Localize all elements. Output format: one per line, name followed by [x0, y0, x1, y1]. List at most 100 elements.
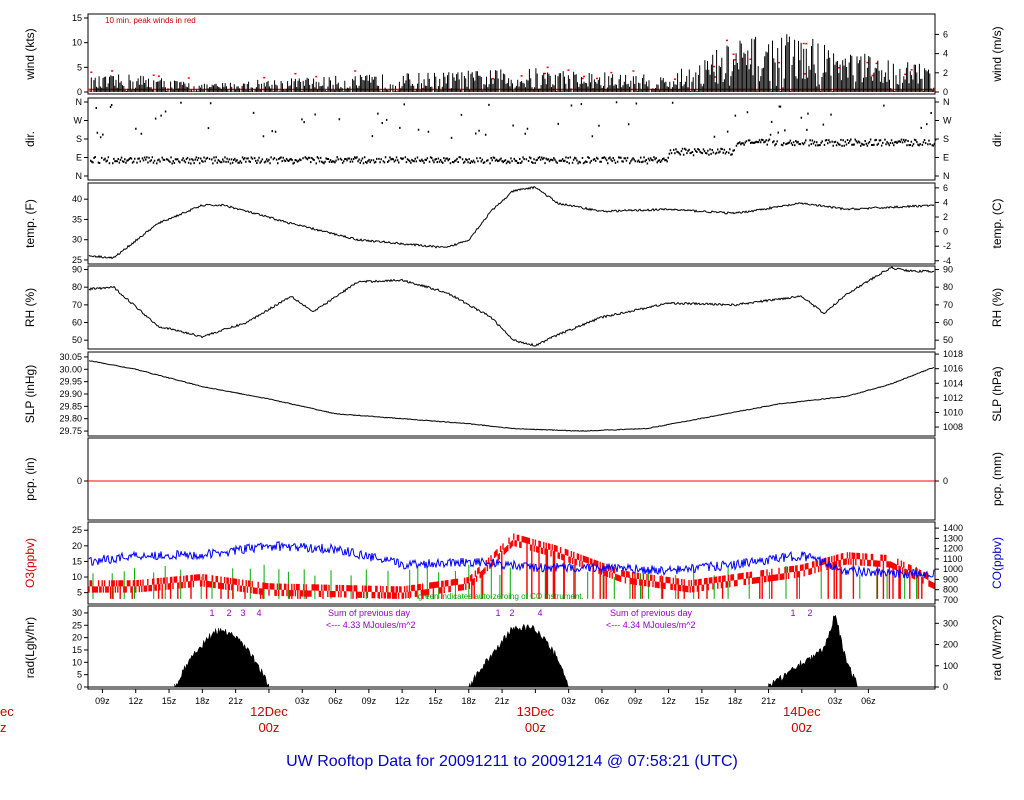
- panel-frame: [87, 265, 936, 350]
- tick-label: 5: [77, 588, 82, 598]
- tick-label: N: [76, 97, 83, 107]
- peak-marker: [492, 77, 494, 80]
- tick-label: 6: [943, 29, 948, 39]
- tick-label: W: [943, 116, 952, 126]
- peak-marker: [90, 71, 93, 74]
- rad-area-day3: [768, 614, 858, 688]
- peak-marker: [157, 75, 160, 77]
- rad-marker: 3: [240, 608, 245, 618]
- time-tick-label: 18z: [728, 696, 743, 706]
- tick-label: S: [76, 134, 82, 144]
- tick-label: 90: [943, 265, 953, 275]
- panel-o3co: O3(ppbv) CO(ppbv) 5 10 15 20 25 700800900100011…: [23, 521, 1004, 605]
- ylabel-left: pcp. (in): [23, 457, 37, 500]
- tick-label: 90: [72, 265, 82, 275]
- rad-area-day1: [174, 627, 270, 688]
- peak-marker: [866, 61, 869, 64]
- panel-frame: [87, 521, 936, 605]
- peak-marker: [544, 72, 546, 75]
- time-tick-label: 21z: [495, 696, 510, 706]
- time-tick-label: 03z: [295, 696, 310, 706]
- peak-marker: [567, 69, 570, 71]
- tick-label: -4: [943, 256, 951, 266]
- tick-label: N: [76, 171, 83, 181]
- rad-marker: 1: [790, 608, 795, 618]
- rad-marker: 4: [537, 608, 542, 618]
- tick-label: 0: [943, 87, 948, 97]
- ylabel-right: SLP (hPa): [990, 366, 1004, 421]
- peak-marker: [802, 42, 805, 45]
- peak-marker: [910, 69, 913, 71]
- peak-marker: [713, 65, 715, 68]
- peak-marker: [778, 61, 780, 64]
- tick-label: 4: [943, 49, 948, 59]
- peak-marker: [875, 62, 878, 65]
- tick-label: 0: [77, 476, 82, 486]
- time-tick-label: 18z: [462, 696, 477, 706]
- peak-marker: [520, 75, 523, 77]
- peak-marker: [904, 73, 907, 76]
- tick-label: 2: [943, 212, 948, 222]
- tick-label: 10: [72, 657, 82, 667]
- tick-label: 1100: [943, 554, 962, 564]
- tick-label: 80: [943, 282, 953, 292]
- tick-label: 29.80: [59, 414, 82, 424]
- tick-label: 10: [72, 572, 82, 582]
- tick-label: 200: [943, 640, 958, 650]
- tick-label: 20: [72, 633, 82, 643]
- peak-marker: [749, 58, 752, 61]
- tick-label: 25: [72, 525, 82, 535]
- tick-label: 0: [943, 682, 948, 692]
- rad-area-day2: [468, 623, 570, 688]
- peak-marker: [732, 53, 735, 55]
- time-tick-label: 03z: [828, 696, 843, 706]
- rad-marker: 4: [256, 608, 261, 618]
- day-label-fragment: ec: [0, 704, 14, 719]
- tick-label: 0: [77, 682, 82, 692]
- time-tick-label: 06z: [595, 696, 610, 706]
- tick-label: 50: [943, 335, 953, 345]
- rad-sum-label-2: Sum of previous day: [610, 608, 693, 618]
- page-title: UW Rooftop Data for 20091211 to 20091214…: [286, 753, 738, 770]
- o3-series: [88, 533, 935, 599]
- rad-marker: 2: [226, 608, 231, 618]
- panel-wind: wind (kts) wind (m/s) 0 5 10 15 0 2 4 6 10 min. pe…: [23, 13, 1004, 97]
- tick-label: 70: [943, 300, 953, 310]
- day-hour-label: 00z: [258, 720, 279, 735]
- tick-label: 1018: [943, 349, 963, 359]
- tick-label: 5: [77, 670, 82, 680]
- temp-series: [88, 185, 935, 260]
- time-tick-label: 06z: [861, 696, 876, 706]
- tick-label: 5: [77, 62, 82, 72]
- tick-label: 25: [72, 620, 82, 630]
- peak-marker: [674, 78, 676, 80]
- tick-label: 1000: [943, 564, 963, 574]
- time-tick-label: 09z: [628, 696, 643, 706]
- tick-label: 1008: [943, 422, 963, 432]
- time-tick-label: 18z: [195, 696, 210, 706]
- panel-frame: [87, 351, 936, 437]
- panel-frame: [87, 437, 936, 521]
- tick-label: 15: [72, 645, 82, 655]
- peak-marker: [315, 75, 318, 78]
- tick-label: 300: [943, 618, 958, 628]
- time-tick-label: 21z: [228, 696, 243, 706]
- tick-label: 1010: [943, 407, 963, 417]
- tick-label: 25: [72, 255, 82, 265]
- tick-label: -2: [943, 241, 951, 251]
- tick-label: 1014: [943, 378, 963, 388]
- time-tick-label: 15z: [695, 696, 710, 706]
- wind-annotation: 10 min. peak winds in red: [105, 16, 196, 25]
- ylabel-right: temp. (C): [990, 198, 1004, 248]
- co-note: green indicates auto-zeroing of CO instr…: [418, 592, 584, 601]
- tick-label: N: [943, 171, 950, 181]
- tick-label: 10: [72, 38, 82, 48]
- peak-marker: [581, 77, 584, 80]
- ylabel-left: wind (kts): [23, 28, 37, 80]
- tick-label: 1400: [943, 523, 963, 533]
- rad-marker: 1: [209, 608, 214, 618]
- tick-label: 6: [943, 183, 948, 193]
- dir-points: [90, 101, 937, 165]
- tick-label: 70: [72, 300, 82, 310]
